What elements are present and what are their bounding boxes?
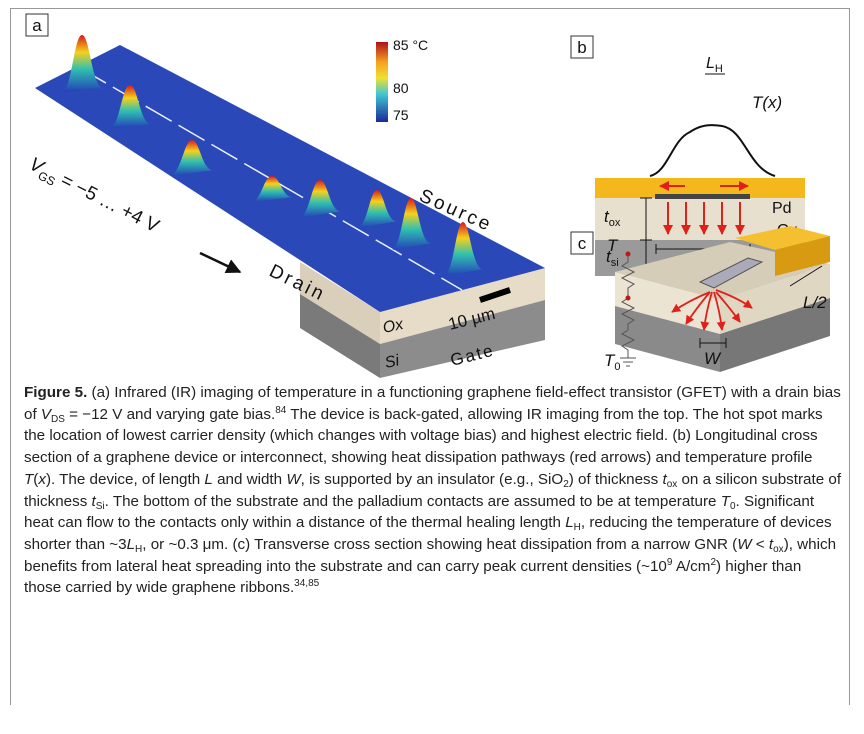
symbol: L [706, 55, 715, 72]
caption-text: < [752, 536, 769, 553]
caption-text: ). The device, of length [46, 471, 204, 488]
caption-text: A/cm [672, 558, 710, 575]
figure: a 85 °C 80 75 VGS = −5 … +4 V Source Dra… [0, 0, 864, 380]
pd-label: Pd [772, 200, 792, 217]
caption-text: . The bottom of the substrate and the pa… [105, 493, 721, 510]
caption-italic: T [721, 493, 730, 510]
caption-sub: H [574, 522, 581, 533]
caption-italic: L [204, 471, 212, 488]
panel-label: b [577, 38, 586, 57]
lh-label: LH [706, 55, 723, 75]
colorbar [376, 42, 388, 122]
caption-text: , is supported by an insulator (e.g., Si… [301, 471, 564, 488]
graphene [655, 194, 750, 199]
caption-text: and width [213, 471, 286, 488]
caption-italic: V [41, 406, 51, 423]
page: a 85 °C 80 75 VGS = −5 … +4 V Source Dra… [0, 0, 864, 734]
node [626, 252, 631, 257]
t0-label: T0 [604, 351, 621, 373]
node [626, 296, 631, 301]
t-label: T [607, 236, 619, 255]
half-length-label: L/2 [803, 293, 827, 312]
subscript: 0 [614, 361, 620, 373]
caption-italic: W [286, 471, 300, 488]
caption-text: ) of thickness [569, 471, 663, 488]
caption-sup: 34,85 [294, 578, 319, 589]
colorbar-label: 80 [393, 80, 409, 96]
caption-sup: 84 [275, 405, 286, 416]
temperature-profile [650, 125, 775, 176]
caption: Figure 5. (a) Infrared (IR) imaging of t… [24, 382, 842, 599]
caption-sub: ox [667, 479, 678, 490]
subscript: si [611, 257, 619, 269]
caption-italic: x [38, 471, 46, 488]
caption-sub: Si [96, 501, 105, 512]
caption-italic: W [737, 536, 751, 553]
caption-text: , or ~0.3 μm. (c) Transverse cross secti… [142, 536, 737, 553]
panel-label: a [32, 16, 42, 35]
caption-italic: T [24, 471, 33, 488]
colorbar-label: 75 [393, 107, 409, 123]
sweep-arrow [200, 253, 240, 272]
panel-label: c [578, 234, 587, 253]
subscript: ox [609, 217, 621, 229]
gate-voltage-label: VGS = −5 … +4 V [24, 154, 162, 240]
width-label: W [704, 349, 722, 368]
caption-italic: L [565, 514, 573, 531]
subscript: H [715, 63, 723, 75]
caption-text: = −12 V and varying gate bias. [65, 406, 275, 423]
colorbar-label: 85 °C [393, 37, 428, 53]
range: = −5 … +4 V [52, 167, 162, 237]
caption-sub: ox [773, 544, 784, 555]
caption-sub: DS [51, 414, 65, 425]
caption-bold: Figure 5. [24, 384, 87, 401]
caption-italic: L [127, 536, 135, 553]
tx-label: T(x) [752, 93, 782, 112]
